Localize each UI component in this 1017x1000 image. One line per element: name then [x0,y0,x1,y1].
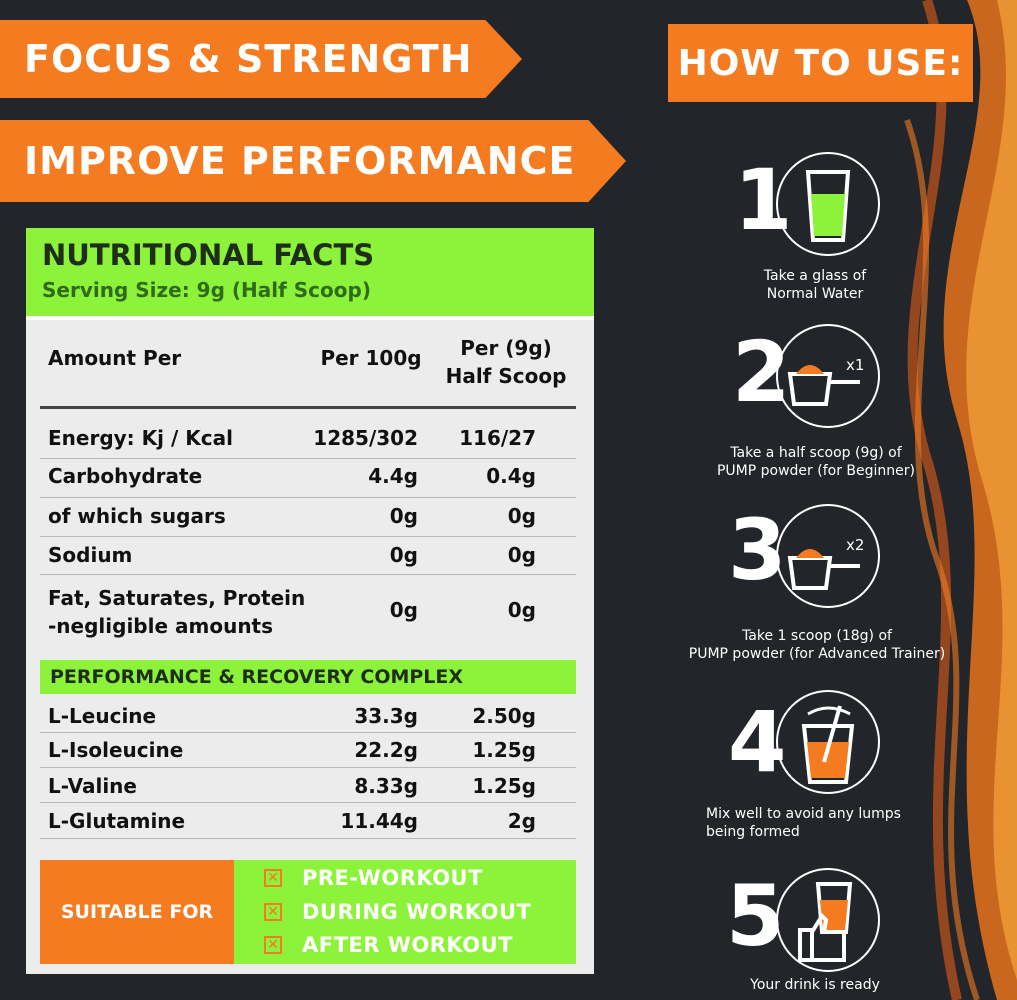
x-mark-icon: ✕ [264,936,282,954]
step-3-text: Take 1 scoop (18g) of PUMP powder (for A… [672,627,962,663]
nutrition-title: NUTRITIONAL FACTS [42,238,375,272]
row-divider [40,767,576,768]
row-per100-carbohydrate: 4.4g [368,464,418,488]
header-per-9g-line2: Half Scoop [445,364,567,388]
step-text-line: Take 1 scoop (18g) of [742,628,892,644]
x-mark-icon: ✕ [264,869,282,887]
banner-improve-performance: IMPROVE PERFORMANCE [0,120,626,202]
step-number: 5 [726,867,785,965]
banner-how-to-use: HOW TO USE: [668,24,973,102]
banner-focus-text: FOCUS & STRENGTH [24,37,473,81]
glass-water-icon [805,170,851,242]
multiplier-label: x2 [846,536,865,554]
header-per-9g-line1: Per (9g) [460,336,552,360]
suitable-item-text: PRE-WORKOUT [302,866,483,890]
suitable-item: ✕ PRE-WORKOUT [264,864,483,892]
scoop-icon [787,549,860,590]
row-per9-carbohydrate: 0.4g [486,464,536,488]
row-per100-sugars: 0g [389,504,418,528]
multiplier-label: x1 [846,356,865,374]
row-per100-sodium: 0g [389,543,418,567]
step-1-text: Take a glass of Normal Water [730,267,900,303]
row-divider [40,497,576,498]
suitable-for-list: ✕ PRE-WORKOUT ✕ DURING WORKOUT ✕ AFTER W… [234,860,576,964]
row-per9-isoleucine: 1.25g [472,738,536,762]
x-mark-icon: ✕ [264,903,282,921]
step-circle [776,690,880,794]
step-circle [776,868,880,972]
stir-glass-icon [801,705,855,784]
step-text-line: being formed [706,824,800,840]
step-2-text: Take a half scoop (9g) of PUMP powder (f… [700,444,932,480]
header-per-100g: Per 100g [320,346,422,370]
row-per9-sugars: 0g [507,504,536,528]
complex-section-band: PERFORMANCE & RECOVERY COMPLEX [40,660,576,694]
step-4-text: Mix well to avoid any lumps being formed [706,805,926,841]
row-label-fat-line1: Fat, Saturates, Protein [48,586,306,610]
row-label-fat-line2: -negligible amounts [48,614,274,638]
row-per100-energy: 1285/302 [313,426,418,450]
banner-howto-text: HOW TO USE: [677,42,964,84]
nutrition-panel: NUTRITIONAL FACTS Serving Size: 9g (Half… [26,228,594,974]
complex-section-title: PERFORMANCE & RECOVERY COMPLEX [50,666,464,688]
banner-improve-text: IMPROVE PERFORMANCE [24,139,576,183]
header-rule [40,406,576,409]
step-circle [776,504,880,608]
row-per100-leucine: 33.3g [354,704,418,728]
row-per9-fat: 0g [507,598,536,622]
row-label-sugars: of which sugars [48,504,226,528]
row-label-energy: Energy: Kj / Kcal [48,426,233,450]
row-divider [40,838,576,839]
step-text-line: Take a glass of [763,268,867,284]
step-text-line: PUMP powder (for Beginner) [716,463,915,479]
row-divider [40,458,576,459]
row-divider [40,574,576,575]
row-per9-valine: 1.25g [472,774,536,798]
scoop-icon [787,365,860,406]
row-per9-sodium: 0g [507,543,536,567]
row-per9-energy: 116/27 [459,426,536,450]
row-per9-leucine: 2.50g [472,704,536,728]
nutrition-header: NUTRITIONAL FACTS Serving Size: 9g (Half… [26,228,594,316]
suitable-for-block: SUITABLE FOR ✕ PRE-WORKOUT ✕ DURING WORK… [40,860,576,964]
row-label-sodium: Sodium [48,543,133,567]
step-text-line: Normal Water [766,286,864,302]
row-per100-fat: 0g [389,598,418,622]
header-per-9g: Per (9g) Half Scoop [436,334,576,390]
row-divider [40,536,576,537]
suitable-item: ✕ DURING WORKOUT [264,898,531,926]
thumbs-up-glass-icon [798,882,853,962]
banner-focus-strength: FOCUS & STRENGTH [0,20,522,98]
row-label-carbohydrate: Carbohydrate [48,464,203,488]
row-per100-isoleucine: 22.2g [354,738,418,762]
row-per100-glutamine: 11.44g [340,809,418,833]
step-circle [776,324,880,428]
row-label-valine: L-Valine [48,774,137,798]
row-label-isoleucine: L-Isoleucine [48,738,184,762]
row-label-glutamine: L-Glutamine [48,809,186,833]
row-per100-valine: 8.33g [354,774,418,798]
step-text-line: Take a half scoop (9g) of [730,445,902,461]
header-amount-per: Amount Per [48,346,182,370]
step-circle [776,152,880,256]
row-divider [40,802,576,803]
row-per9-glutamine: 2g [507,809,536,833]
background-swoosh [904,0,1017,1000]
suitable-for-label: SUITABLE FOR [40,860,234,964]
row-label-leucine: L-Leucine [48,704,157,728]
step-text-line: Mix well to avoid any lumps [706,806,901,822]
suitable-item: ✕ AFTER WORKOUT [264,931,513,959]
serving-size: Serving Size: 9g (Half Scoop) [42,278,371,302]
row-divider [40,732,576,733]
suitable-item-text: AFTER WORKOUT [302,933,513,957]
step-5-text: Your drink is ready [750,977,880,993]
row-label-fat: Fat, Saturates, Protein -negligible amou… [48,584,305,640]
suitable-item-text: DURING WORKOUT [302,900,532,924]
step-text-line: PUMP powder (for Advanced Trainer) [688,646,946,662]
